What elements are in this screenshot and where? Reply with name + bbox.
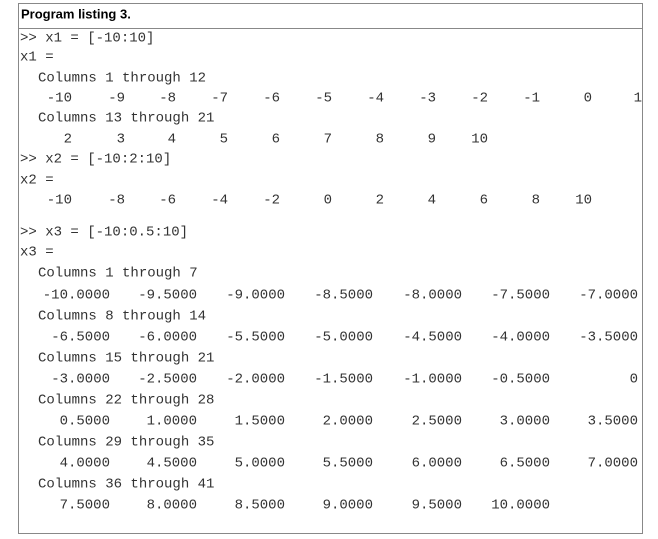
value-cell: -1.5000 (314, 372, 373, 388)
value-cell: -8.0000 (403, 288, 462, 304)
value-cell: -8.5000 (314, 288, 373, 304)
value-cell: 4 (428, 193, 436, 209)
value-cell: -2.0000 (226, 372, 285, 388)
value-cell: 4.0000 (60, 456, 110, 472)
value-cell: -8 (159, 91, 176, 107)
value-cell: 7 (324, 132, 332, 148)
value-cell: -5 (315, 91, 332, 107)
columns-header: Columns 29 through 35 (38, 435, 214, 451)
value-cell: -7.0000 (579, 288, 638, 304)
command-line: x3 = (20, 245, 54, 261)
value-cell: -6 (263, 91, 280, 107)
value-cell: -10 (47, 193, 72, 209)
value-cell: -9.0000 (226, 288, 285, 304)
value-cell: 9.5000 (412, 498, 462, 514)
value-cell: -10.0000 (43, 288, 110, 304)
value-cell: -3.0000 (51, 372, 110, 388)
listing-title: Program listing 3. (21, 6, 131, 21)
columns-header: Columns 1 through 12 (38, 71, 206, 87)
value-cell: -0.5000 (491, 372, 550, 388)
value-cell: 0 (324, 193, 332, 209)
frame (18, 3, 643, 534)
columns-header: Columns 22 through 28 (38, 393, 214, 409)
value-cell: -1.0000 (403, 372, 462, 388)
value-cell: 7.5000 (60, 498, 110, 514)
value-cell: -8 (108, 193, 125, 209)
value-cell: 6.5000 (500, 456, 550, 472)
value-cell: 10.0000 (491, 498, 550, 514)
value-cell: -6.5000 (51, 330, 110, 346)
value-cell: 6.0000 (412, 456, 462, 472)
value-cell: -2 (263, 193, 280, 209)
value-cell: -7.5000 (491, 288, 550, 304)
value-cell: -4 (367, 91, 384, 107)
columns-header: Columns 36 through 41 (38, 477, 214, 493)
command-line: >> x2 = [-10:2:10] (20, 152, 171, 168)
value-cell: 6 (272, 132, 280, 148)
value-cell: 2 (376, 193, 384, 209)
value-cell: -4.5000 (403, 330, 462, 346)
value-cell: 7.0000 (588, 456, 638, 472)
value-cell: 2.5000 (412, 414, 462, 430)
value-cell: -6.0000 (138, 330, 197, 346)
value-cell: -5.0000 (314, 330, 373, 346)
columns-header: Columns 13 through 21 (38, 111, 214, 127)
value-cell: -3.5000 (579, 330, 638, 346)
value-cell: 0.5000 (60, 414, 110, 430)
value-cell: 1 (634, 91, 642, 107)
columns-header: Columns 8 through 14 (38, 309, 206, 325)
value-cell: -6 (159, 193, 176, 209)
value-cell: 5.0000 (235, 456, 285, 472)
value-cell: 8.0000 (147, 498, 197, 514)
value-cell: -4 (211, 193, 228, 209)
value-cell: 10 (575, 193, 592, 209)
value-cell: 8.5000 (235, 498, 285, 514)
value-cell: 0 (630, 372, 638, 388)
columns-header: Columns 15 through 21 (38, 351, 214, 367)
value-cell: 2.0000 (323, 414, 373, 430)
command-line: x2 = (20, 173, 54, 189)
value-cell: 5.5000 (323, 456, 373, 472)
value-cell: 3 (117, 132, 125, 148)
value-cell: 1.0000 (147, 414, 197, 430)
value-cell: 0 (584, 91, 592, 107)
value-cell: -2.5000 (138, 372, 197, 388)
value-cell: 9 (428, 132, 436, 148)
value-cell: 3.5000 (588, 414, 638, 430)
value-cell: -10 (47, 91, 72, 107)
value-cell: 4.5000 (147, 456, 197, 472)
value-cell: -1 (523, 91, 540, 107)
value-cell: 8 (376, 132, 384, 148)
command-line: >> x1 = [-10:10] (20, 31, 154, 47)
value-cell: -5.5000 (226, 330, 285, 346)
value-cell: -9 (108, 91, 125, 107)
value-cell: -3 (419, 91, 436, 107)
value-cell: 1.5000 (235, 414, 285, 430)
value-cell: 6 (480, 193, 488, 209)
command-line: x1 = (20, 50, 54, 66)
command-line: >> x3 = [-10:0.5:10] (20, 225, 188, 241)
value-cell: 4 (168, 132, 176, 148)
value-cell: -2 (471, 91, 488, 107)
value-cell: 5 (220, 132, 228, 148)
value-cell: 3.0000 (500, 414, 550, 430)
value-cell: -7 (211, 91, 228, 107)
value-cell: 9.0000 (323, 498, 373, 514)
value-cell: -4.0000 (491, 330, 550, 346)
value-cell: 10 (471, 132, 488, 148)
columns-header: Columns 1 through 7 (38, 266, 198, 282)
value-cell: 2 (64, 132, 72, 148)
value-cell: -9.5000 (138, 288, 197, 304)
value-cell: 8 (532, 193, 540, 209)
